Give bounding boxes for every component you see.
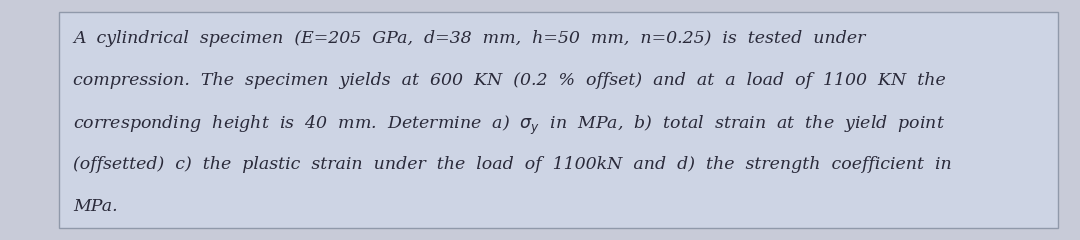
FancyBboxPatch shape <box>59 12 1058 228</box>
Text: MPa.: MPa. <box>73 198 118 215</box>
Text: A  cylindrical  specimen  (E=205  GPa,  d=38  mm,  h=50  mm,  n=0.25)  is  teste: A cylindrical specimen (E=205 GPa, d=38 … <box>73 30 866 47</box>
Text: (offsetted)  c)  the  plastic  strain  under  the  load  of  1100kN  and  d)  th: (offsetted) c) the plastic strain under … <box>73 156 953 173</box>
Text: corresponding  height  is  40  mm.  Determine  a)  $\sigma_y$  in  MPa,  b)  tot: corresponding height is 40 mm. Determine… <box>73 114 946 137</box>
Text: compression.  The  specimen  yields  at  600  KN  (0.2  %  offset)  and  at  a  : compression. The specimen yields at 600 … <box>73 72 946 89</box>
